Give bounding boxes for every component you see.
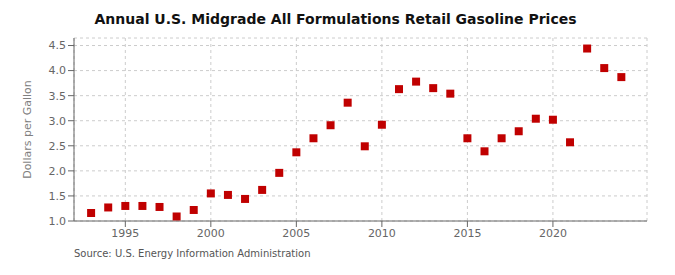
svg-text:3.0: 3.0 <box>49 115 67 128</box>
svg-text:2020: 2020 <box>539 227 567 240</box>
svg-text:2.5: 2.5 <box>49 140 67 153</box>
svg-text:2015: 2015 <box>453 227 481 240</box>
svg-text:3.5: 3.5 <box>49 90 67 103</box>
svg-text:Dollars per Gallon: Dollars per Gallon <box>21 80 34 179</box>
svg-text:2010: 2010 <box>368 227 396 240</box>
svg-text:2005: 2005 <box>282 227 310 240</box>
svg-text:1.5: 1.5 <box>49 190 67 203</box>
svg-text:4.5: 4.5 <box>49 39 67 52</box>
svg-text:1.0: 1.0 <box>49 215 67 228</box>
svg-text:2000: 2000 <box>197 227 225 240</box>
svg-text:1995: 1995 <box>111 227 139 240</box>
svg-text:4.0: 4.0 <box>49 64 67 77</box>
svg-text:2.0: 2.0 <box>49 165 67 178</box>
html-text:Annual U.S. Midgrade All Formu: Annual U.S. Midgrade All Formulations Re… <box>94 11 577 27</box>
html-text:Source: U.S. Energy Informatio: Source: U.S. Energy Information Administ… <box>74 248 311 259</box>
